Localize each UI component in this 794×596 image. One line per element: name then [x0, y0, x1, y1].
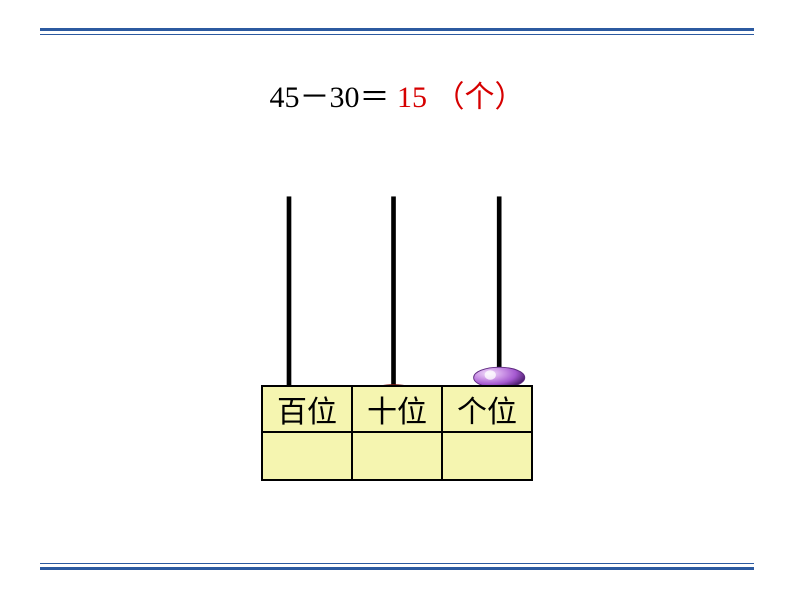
table-row — [262, 432, 532, 480]
equation: 45－30＝ 15 （个） — [0, 72, 794, 116]
bottom-rule-thick — [40, 567, 754, 570]
top-rule-thick — [40, 28, 754, 31]
bottom-rule-thin — [40, 563, 754, 564]
equation-unit-close: ） — [495, 81, 525, 114]
place-value-ones — [442, 432, 532, 480]
equation-unit-open: （ — [435, 81, 465, 114]
top-rule-thin — [40, 34, 754, 35]
place-label-tens: 十位 — [352, 386, 442, 432]
place-label-ones: 个位 — [442, 386, 532, 432]
equation-unit: 个 — [465, 81, 495, 114]
place-value-hundreds — [262, 432, 352, 480]
place-value-tens — [352, 432, 442, 480]
equation-lhs: 45－30＝ — [270, 81, 390, 114]
table-row: 百位 十位 个位 — [262, 386, 532, 432]
place-value-table: 百位 十位 个位 — [261, 385, 533, 481]
bead-highlight — [485, 370, 496, 379]
place-label-hundreds: 百位 — [262, 386, 352, 432]
equation-result: 15 — [397, 81, 427, 114]
